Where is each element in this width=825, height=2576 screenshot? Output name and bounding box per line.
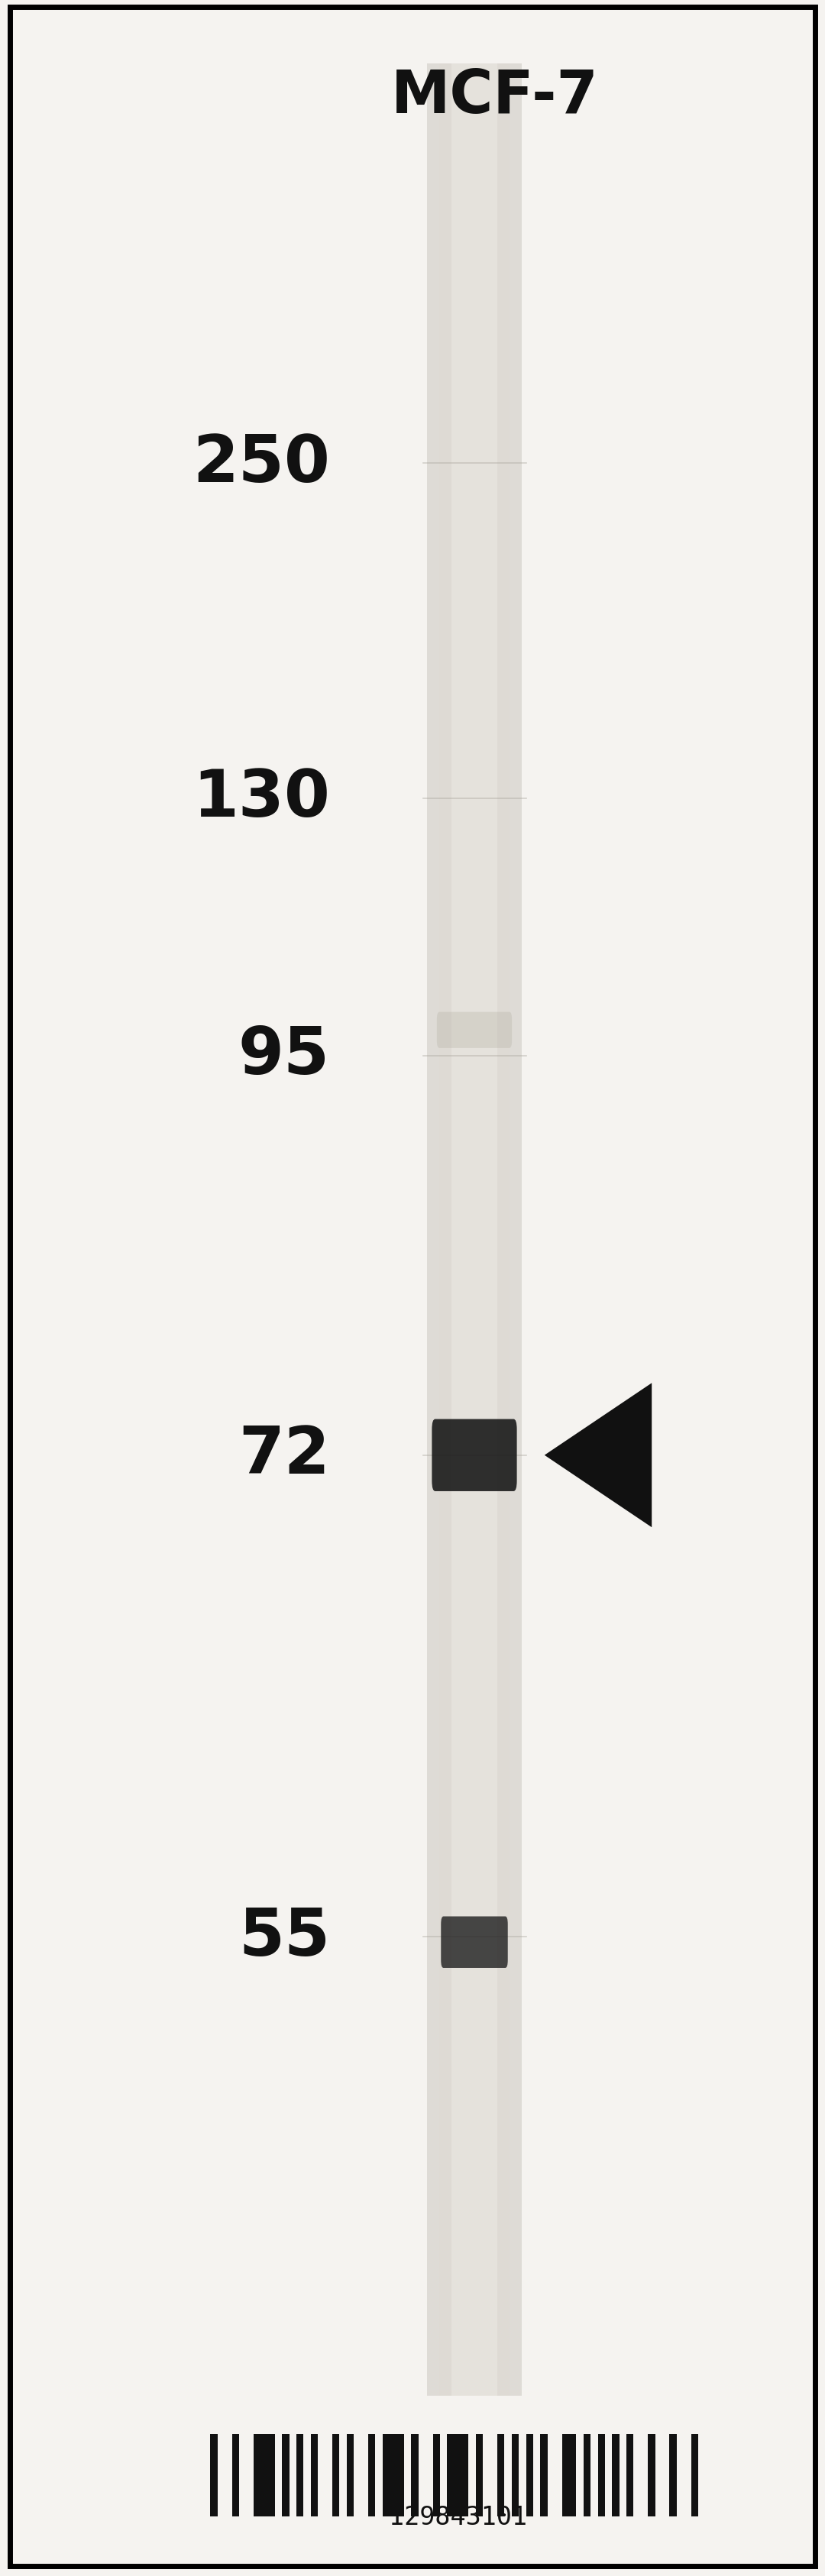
Bar: [598, 2434, 605, 2517]
Bar: [691, 2434, 698, 2517]
Bar: [648, 2434, 655, 2517]
FancyBboxPatch shape: [437, 1012, 511, 1048]
Text: 130: 130: [192, 768, 330, 829]
Bar: [626, 2434, 634, 2517]
Bar: [296, 2434, 304, 2517]
Bar: [583, 2434, 591, 2517]
Bar: [497, 2434, 505, 2517]
Bar: [311, 2434, 318, 2517]
Text: 250: 250: [192, 433, 330, 495]
Bar: [670, 2434, 676, 2517]
Bar: [612, 2434, 620, 2517]
Bar: [440, 64, 510, 2396]
Bar: [383, 2434, 404, 2517]
Bar: [526, 2434, 533, 2517]
Bar: [512, 2434, 519, 2517]
Polygon shape: [544, 1383, 652, 1528]
Bar: [282, 2434, 290, 2517]
Text: 55: 55: [238, 1906, 330, 1968]
Bar: [433, 2434, 440, 2517]
FancyBboxPatch shape: [441, 1917, 507, 1968]
Bar: [210, 2434, 218, 2517]
Bar: [540, 2434, 548, 2517]
Text: 129843101: 129843101: [389, 2504, 527, 2530]
Bar: [476, 2434, 483, 2517]
Bar: [253, 2434, 275, 2517]
Bar: [427, 64, 521, 2396]
Bar: [411, 2434, 418, 2517]
Text: MCF-7: MCF-7: [391, 67, 599, 126]
Bar: [346, 2434, 354, 2517]
FancyBboxPatch shape: [432, 1419, 516, 1492]
Text: 72: 72: [238, 1425, 330, 1486]
Bar: [452, 64, 497, 2396]
Bar: [447, 2434, 469, 2517]
Text: 95: 95: [238, 1025, 330, 1087]
Bar: [232, 2434, 239, 2517]
Bar: [332, 2434, 340, 2517]
Bar: [562, 2434, 576, 2517]
Bar: [368, 2434, 375, 2517]
